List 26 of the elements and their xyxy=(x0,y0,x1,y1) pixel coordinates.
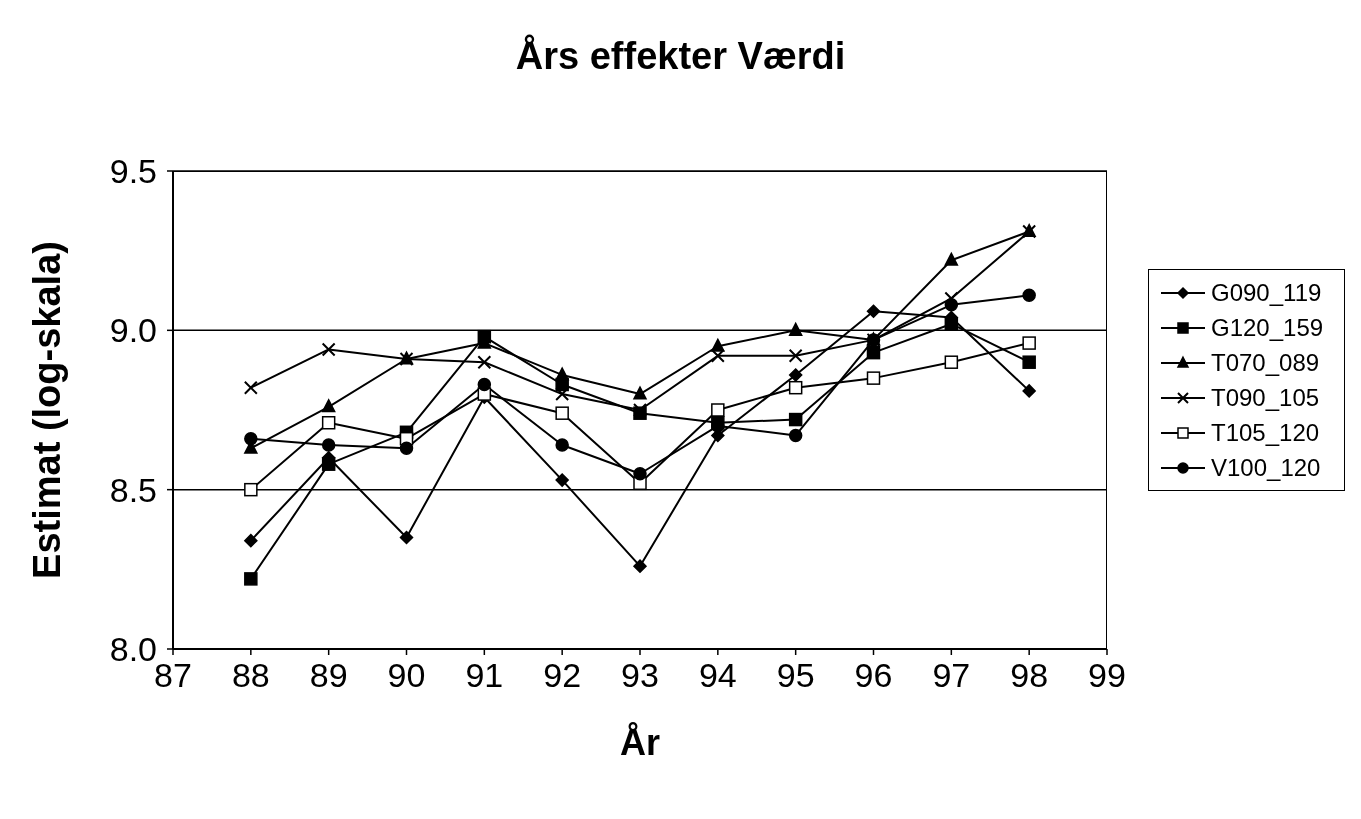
x-tick-label: 88 xyxy=(231,656,270,695)
legend-label: G120_159 xyxy=(1211,314,1324,342)
chart-title: Års effekter Værdi xyxy=(514,34,847,78)
x-tick-label: 96 xyxy=(854,656,893,695)
x-tick-label: 87 xyxy=(154,656,192,695)
y-tick-label: 9.5 xyxy=(109,152,157,191)
x-tick-label: 97 xyxy=(932,656,971,695)
x-tick-label: 92 xyxy=(543,656,582,695)
legend-label: G090_119 xyxy=(1211,279,1322,307)
y-axis-title: Estimat (log-skala) xyxy=(26,241,69,579)
x-tick-label: 99 xyxy=(1088,656,1126,695)
x-tick-label: 98 xyxy=(1010,656,1049,695)
legend-label: T070_089 xyxy=(1211,349,1320,377)
x-tick-label: 89 xyxy=(309,656,348,695)
x-tick-label: 91 xyxy=(465,656,504,695)
x-tick-label: 95 xyxy=(776,656,815,695)
x-tick-label: 90 xyxy=(387,656,426,695)
legend-label: V100_120 xyxy=(1211,454,1321,482)
legend-label: T090_105 xyxy=(1211,384,1320,412)
x-axis-title: År xyxy=(619,722,661,763)
y-tick-label: 9.0 xyxy=(109,311,157,350)
y-tick-label: 8.0 xyxy=(109,630,157,669)
legend-label: T105_120 xyxy=(1211,419,1320,447)
x-tick-label: 94 xyxy=(698,656,737,695)
y-tick-label: 8.5 xyxy=(109,470,157,509)
x-tick-label: 93 xyxy=(621,656,659,695)
